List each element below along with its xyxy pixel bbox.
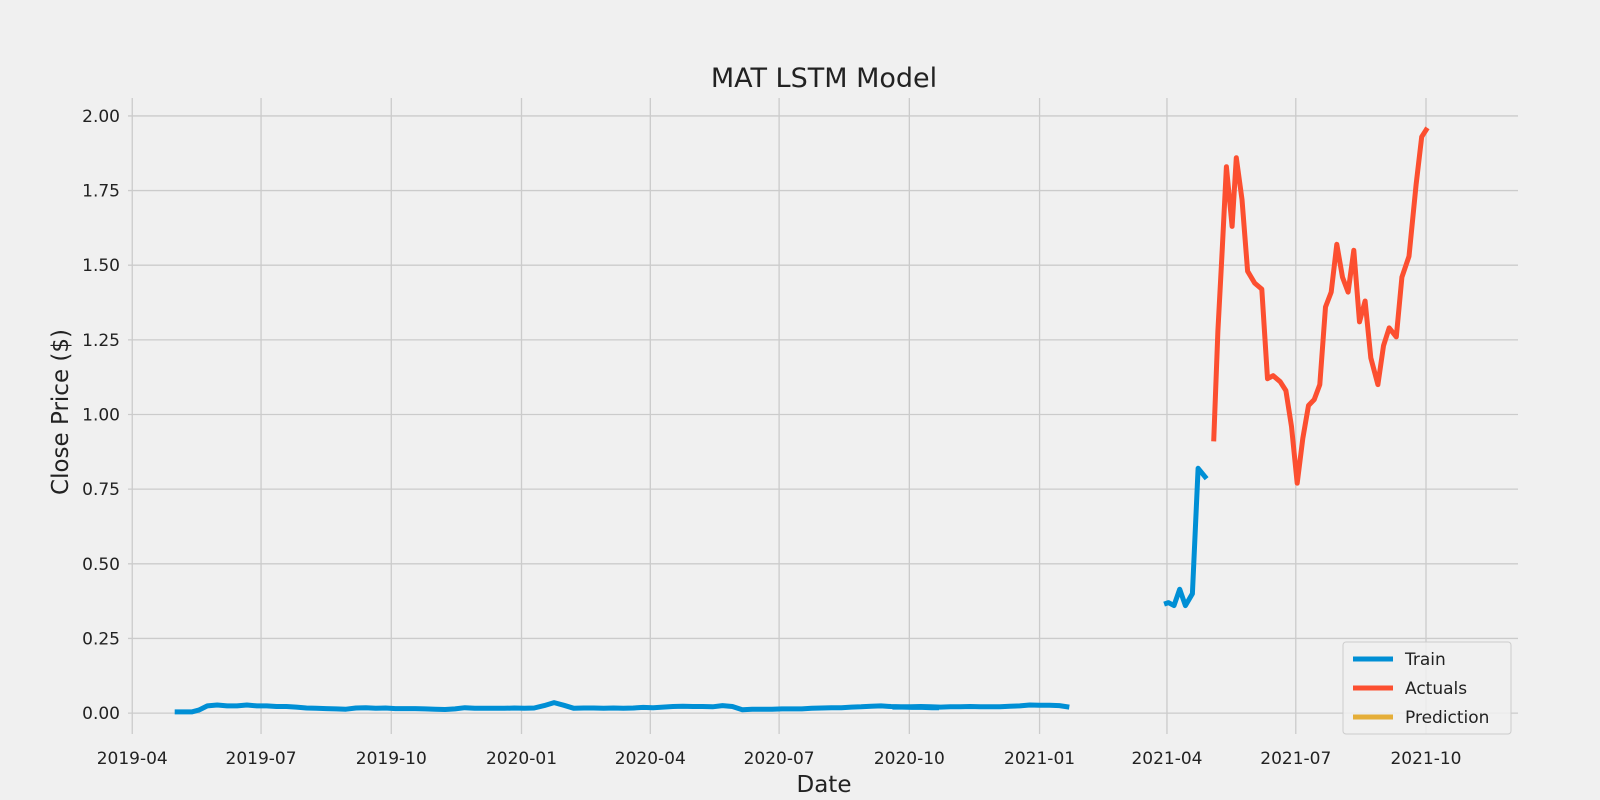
y-tick-label: 0.75	[82, 480, 120, 500]
series-line-train	[1163, 465, 1209, 609]
x-tick-label: 2021-01	[1004, 749, 1075, 769]
x-tick-label: 2021-07	[1260, 749, 1331, 769]
x-tick-label: 2021-04	[1131, 749, 1202, 769]
x-tick-label: 2019-10	[356, 749, 427, 769]
y-tick-label: 1.00	[82, 406, 120, 426]
legend-box	[1342, 641, 1512, 735]
y-tick-label: 1.25	[82, 331, 120, 351]
y-axis-label: Close Price ($)	[48, 329, 74, 495]
y-gridlines	[128, 115, 1518, 714]
x-tick-label: 2019-04	[97, 749, 168, 769]
series-layer	[174, 126, 1430, 715]
x-tick-label: 2020-01	[486, 749, 557, 769]
series-line-actuals	[1211, 126, 1430, 486]
legend-label-actuals: Actuals	[1405, 679, 1467, 699]
x-gridlines	[131, 98, 1427, 734]
x-tick-labels: 2019-04 2019-07 2019-10 2020-01 2020-04 2020-…	[97, 749, 1462, 769]
x-tick-label: 2019-07	[226, 749, 297, 769]
y-tick-label: 2.00	[82, 107, 120, 127]
y-tick-label: 1.75	[82, 182, 120, 202]
y-tick-labels: 0.00 0.25 0.50 0.75 1.00 1.25 1.50 1.75 2.00	[82, 107, 120, 724]
x-tick-label: 2020-10	[874, 749, 945, 769]
y-tick-label: 0.00	[82, 704, 120, 724]
y-tick-label: 0.50	[82, 555, 120, 575]
x-tick-label: 2020-07	[744, 749, 815, 769]
x-tick-label: 2020-04	[615, 749, 686, 769]
x-tick-label: 2021-10	[1390, 749, 1461, 769]
legend: Train Actuals Prediction	[1342, 641, 1512, 735]
legend-label-train: Train	[1404, 650, 1446, 670]
legend-label-prediction: Prediction	[1405, 708, 1489, 728]
series-line-train	[892, 704, 940, 711]
y-tick-label: 1.50	[82, 256, 120, 276]
chart-title: MAT LSTM Model	[711, 63, 937, 94]
x-axis-label: Date	[797, 772, 852, 798]
y-tick-label: 0.25	[82, 629, 120, 649]
